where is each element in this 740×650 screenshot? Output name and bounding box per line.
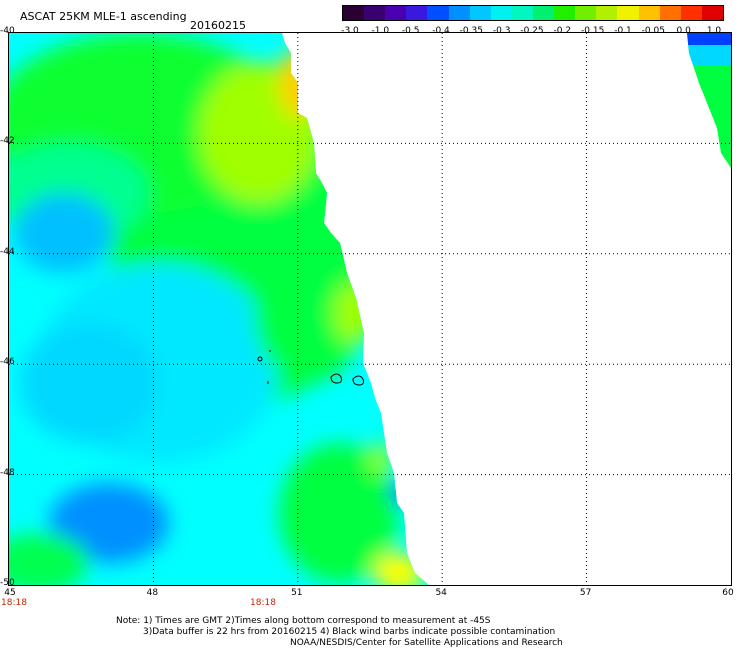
longitude-label: 60: [722, 588, 734, 598]
latitude-label: -50: [0, 578, 15, 588]
colorbar-segment: [701, 6, 723, 20]
note-line-1: Note: 1) Times are GMT 2)Times along bot…: [116, 616, 491, 626]
colorbar: [342, 5, 724, 21]
longitude-label: 54: [435, 588, 447, 598]
note-line-3: NOAA/NESDIS/Center for Satellite Applica…: [290, 638, 563, 648]
main-swath: [9, 33, 429, 585]
colorbar-segment: [427, 6, 449, 20]
colorbar-segment: [490, 6, 512, 20]
colorbar-label: -0.3: [492, 26, 511, 36]
contamination-outlines: [257, 350, 364, 386]
colorbar-segment: [364, 6, 386, 20]
colorbar-label: -0.05: [641, 26, 665, 36]
colorbar-segment: [575, 6, 597, 20]
map-plot: [8, 32, 732, 586]
colorbar-label: -0.15: [581, 26, 605, 36]
colorbar-segment: [638, 6, 660, 20]
latitude-label: -46: [0, 357, 15, 368]
colorbar-segment: [596, 6, 618, 20]
longitude-label: 51: [291, 588, 303, 598]
colorbar-segment: [680, 6, 702, 20]
colorbar-label: -0.2: [553, 26, 572, 36]
east-swath: [687, 33, 731, 168]
colorbar-segment: [554, 6, 576, 20]
colorbar-label: -0.5: [401, 26, 420, 36]
colorbar-segment: [617, 6, 639, 20]
colorbar-segment: [343, 6, 365, 20]
colorbar-segment: [448, 6, 470, 20]
colorbar-label: -1.0: [371, 26, 390, 36]
longitude-label: 57: [579, 588, 592, 598]
time-label-center: 18:18: [250, 598, 276, 608]
graticule: [9, 33, 731, 585]
latitude-label: -48: [0, 467, 15, 478]
colorbar-label: 1.0: [706, 26, 722, 36]
colorbar-label: -0.4: [432, 26, 450, 36]
wind-field-map: [9, 33, 731, 585]
colorbar-label: -0.25: [520, 26, 544, 36]
note-line-2: 3)Data buffer is 22 hrs from 20160215 4)…: [143, 627, 556, 637]
product-title: ASCAT 25KM MLE-1 ascending: [20, 10, 187, 23]
colorbar-segment: [385, 6, 407, 20]
colorbar-label: -0.1: [614, 26, 632, 36]
latitude-label: -44: [0, 246, 15, 257]
product-date: 20160215: [190, 19, 246, 32]
colorbar-segment: [532, 6, 555, 20]
longitude-label: 45: [4, 588, 16, 598]
colorbar-segment: [469, 6, 491, 20]
longitude-label: 48: [146, 588, 159, 598]
colorbar-label: -3.0: [341, 26, 359, 36]
latitude-label: -40: [0, 26, 15, 36]
colorbar-segment: [659, 6, 681, 20]
time-label-left: 18:18: [1, 598, 27, 608]
colorbar-segment: [406, 6, 428, 20]
latitude-label: -42: [0, 136, 15, 147]
colorbar-label: 0.0: [676, 26, 691, 36]
colorbar-label: -0.35: [459, 26, 483, 36]
colorbar-segment: [511, 6, 533, 20]
